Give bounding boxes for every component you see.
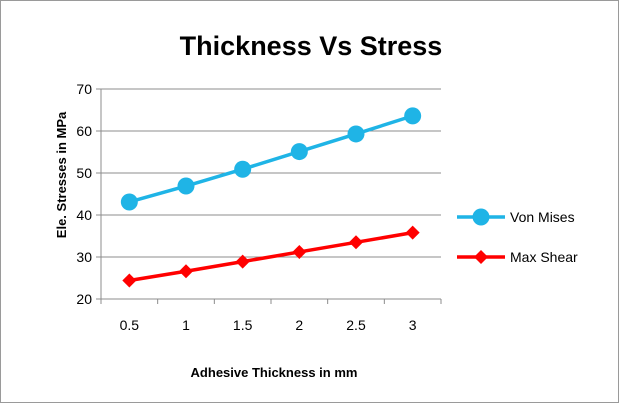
x-tick-label: 0.5 [120, 317, 140, 333]
legend: Von Mises Max Shear [457, 208, 578, 265]
legend-label: Max Shear [510, 249, 578, 265]
data-point [290, 143, 308, 161]
x-axis-title: Adhesive Thickness in mm [191, 365, 358, 380]
y-tick-label: 70 [76, 81, 92, 97]
y-tick-label: 20 [76, 291, 92, 307]
x-tick-label: 1.5 [233, 317, 253, 333]
data-point [347, 125, 365, 143]
legend-marker [474, 250, 488, 264]
x-tick-label: 3 [409, 317, 417, 333]
data-point [122, 273, 137, 288]
plot-series [120, 107, 422, 288]
series-von-mises [120, 107, 422, 211]
y-tick-label: 30 [76, 249, 92, 265]
series-max-shear [122, 225, 420, 288]
legend-item: Max Shear [457, 249, 578, 265]
legend-marker [472, 208, 490, 226]
x-tick-label: 2 [295, 317, 303, 333]
legend-label: Von Mises [510, 209, 575, 225]
legend-item: Von Mises [457, 208, 575, 226]
data-point [120, 193, 138, 211]
series-line [128, 114, 414, 204]
y-tick-label: 40 [76, 207, 92, 223]
data-point [234, 160, 252, 178]
data-point [405, 225, 420, 240]
gridlines [101, 88, 441, 258]
data-point [349, 235, 363, 250]
axes: 20 30 40 50 60 70 0.5 1 1.5 2 2.5 3 [76, 81, 442, 333]
y-axis-title: Ele. Stresses in MPa [54, 111, 69, 238]
y-tick-label: 60 [76, 123, 92, 139]
y-tick-label: 50 [76, 165, 92, 181]
x-tick-label: 1 [182, 317, 190, 333]
data-point [235, 254, 250, 269]
x-tick-label: 2.5 [346, 317, 366, 333]
data-point [177, 177, 195, 195]
data-point [292, 244, 307, 259]
data-point [404, 107, 422, 125]
data-point [179, 264, 193, 279]
chart-title: Thickness Vs Stress [180, 31, 443, 61]
series-line [129, 230, 413, 283]
